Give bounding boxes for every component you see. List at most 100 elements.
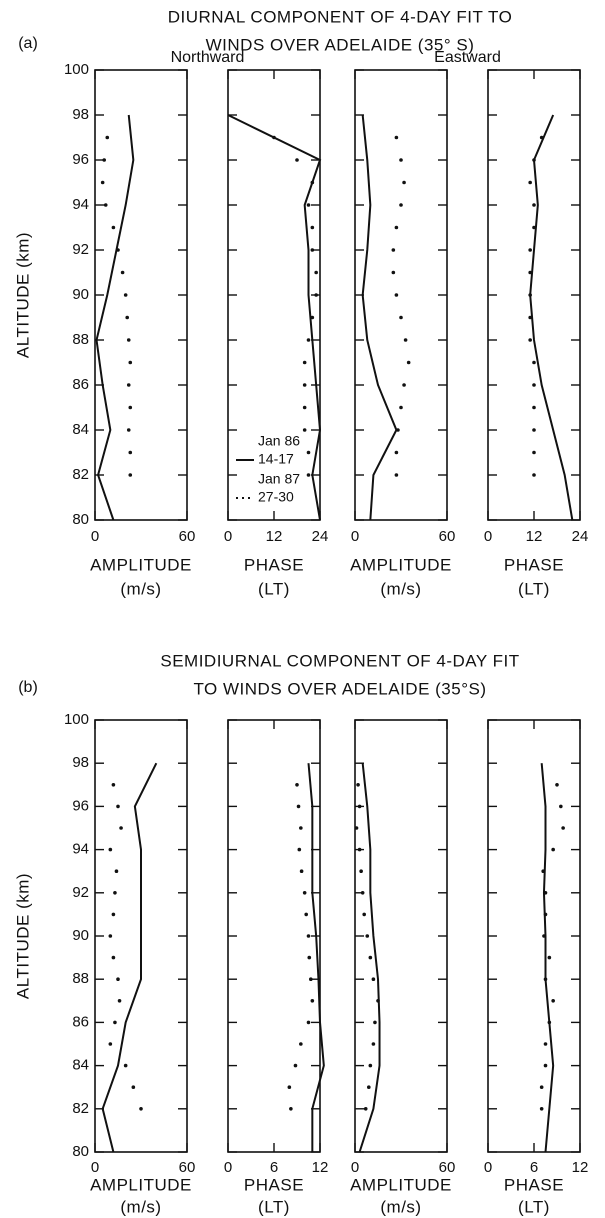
series-dot (108, 847, 113, 852)
series-dot (111, 225, 116, 230)
x-tick-label: 12 (572, 1159, 589, 1176)
series-dot (126, 338, 131, 342)
series-dot (532, 428, 536, 432)
series-dot (113, 891, 117, 895)
legend-dates: 14-17 (258, 451, 294, 467)
x-tick-label: 24 (572, 528, 589, 545)
y-tick-label: 94 (72, 196, 89, 213)
series-dot (306, 338, 311, 342)
series-dot (399, 405, 403, 410)
series-dot (302, 360, 307, 365)
series-dot (111, 955, 116, 960)
series-dot (528, 248, 532, 252)
series-dot (131, 1085, 136, 1089)
series-dot (314, 270, 318, 275)
series-dot (371, 977, 376, 981)
x-tick-label: 0 (351, 1159, 359, 1176)
y-tick-label: 84 (72, 421, 89, 438)
series-line (358, 763, 381, 1153)
y-tick-label: 92 (72, 884, 89, 901)
x-axis-label: PHASE (244, 555, 304, 574)
column-label: Northward (171, 49, 245, 66)
x-tick-label: 12 (312, 1159, 329, 1176)
x-axis-label: (m/s) (380, 1197, 421, 1216)
series-dot (125, 315, 129, 320)
series-dot (116, 248, 120, 252)
series-dot (367, 1085, 371, 1089)
series-dot (102, 158, 106, 162)
series-dot (547, 1020, 552, 1025)
series-dot (543, 912, 548, 917)
series-dot (399, 203, 403, 207)
x-tick-label: 12 (526, 528, 543, 545)
series-dot (310, 999, 315, 1003)
series-dot (532, 360, 536, 365)
series-dot (289, 1107, 293, 1111)
legend-name: Jan 86 (258, 433, 300, 449)
series-dot (394, 293, 399, 297)
series-dot (360, 891, 365, 895)
series-dot (532, 158, 536, 162)
series-dot (391, 248, 396, 252)
series-dot (543, 977, 548, 981)
series-line (101, 762, 158, 1153)
y-tick-label: 84 (72, 1057, 89, 1074)
series-dot (123, 293, 128, 297)
x-axis-label: (LT) (258, 579, 290, 598)
series-dot (532, 450, 536, 455)
series-dot (357, 847, 362, 852)
y-tick-label: 96 (72, 797, 89, 814)
series-dot (391, 270, 396, 275)
series-dot (543, 891, 548, 895)
y-tick-label: 100 (64, 61, 89, 78)
x-axis-label: (m/s) (120, 579, 161, 598)
series-dot (302, 428, 307, 432)
series-dot (528, 338, 532, 342)
series-line (361, 114, 398, 521)
plot-frame (354, 69, 448, 521)
y-tick-label: 82 (72, 1100, 89, 1117)
series-dot (295, 158, 299, 162)
series-dot (272, 135, 276, 140)
y-tick-label: 94 (72, 841, 89, 858)
series-dot (551, 999, 555, 1003)
x-tick-label: 60 (179, 1159, 196, 1176)
series-dot (128, 473, 133, 477)
series-dot (354, 826, 359, 830)
x-tick-label: 0 (224, 1159, 232, 1176)
x-axis-label: PHASE (504, 555, 564, 574)
series-dot (128, 360, 133, 365)
series-dot (532, 225, 536, 230)
y-tick-label: 86 (72, 1013, 89, 1030)
x-axis-label: PHASE (504, 1175, 564, 1194)
series-dot (293, 1063, 298, 1068)
y-tick-label: 96 (72, 151, 89, 168)
series-dot (394, 473, 399, 477)
series-dot (376, 999, 380, 1003)
series-line (95, 114, 135, 521)
series-dot (532, 383, 536, 387)
series-dot (539, 1107, 544, 1111)
legend-dates: 27-30 (258, 489, 294, 505)
x-tick-label: 0 (91, 528, 99, 545)
series-dot (302, 405, 307, 410)
y-tick-label: 80 (72, 511, 89, 528)
series-dot (295, 783, 299, 787)
y-tick-label: 80 (72, 1143, 89, 1160)
series-dot (119, 826, 123, 830)
x-tick-label: 0 (484, 528, 492, 545)
series-dot (128, 405, 133, 410)
series-dot (359, 869, 363, 873)
series-line (529, 114, 574, 521)
series-dot (116, 977, 120, 981)
series-dot (302, 383, 307, 387)
x-axis-label: (LT) (258, 1197, 290, 1216)
series-dot (528, 270, 532, 275)
series-dot (116, 804, 120, 809)
series-dot (528, 315, 532, 320)
series-dot (128, 450, 133, 455)
y-tick-label: 82 (72, 466, 89, 483)
x-axis-label: (LT) (518, 579, 550, 598)
series-dot (306, 203, 311, 207)
